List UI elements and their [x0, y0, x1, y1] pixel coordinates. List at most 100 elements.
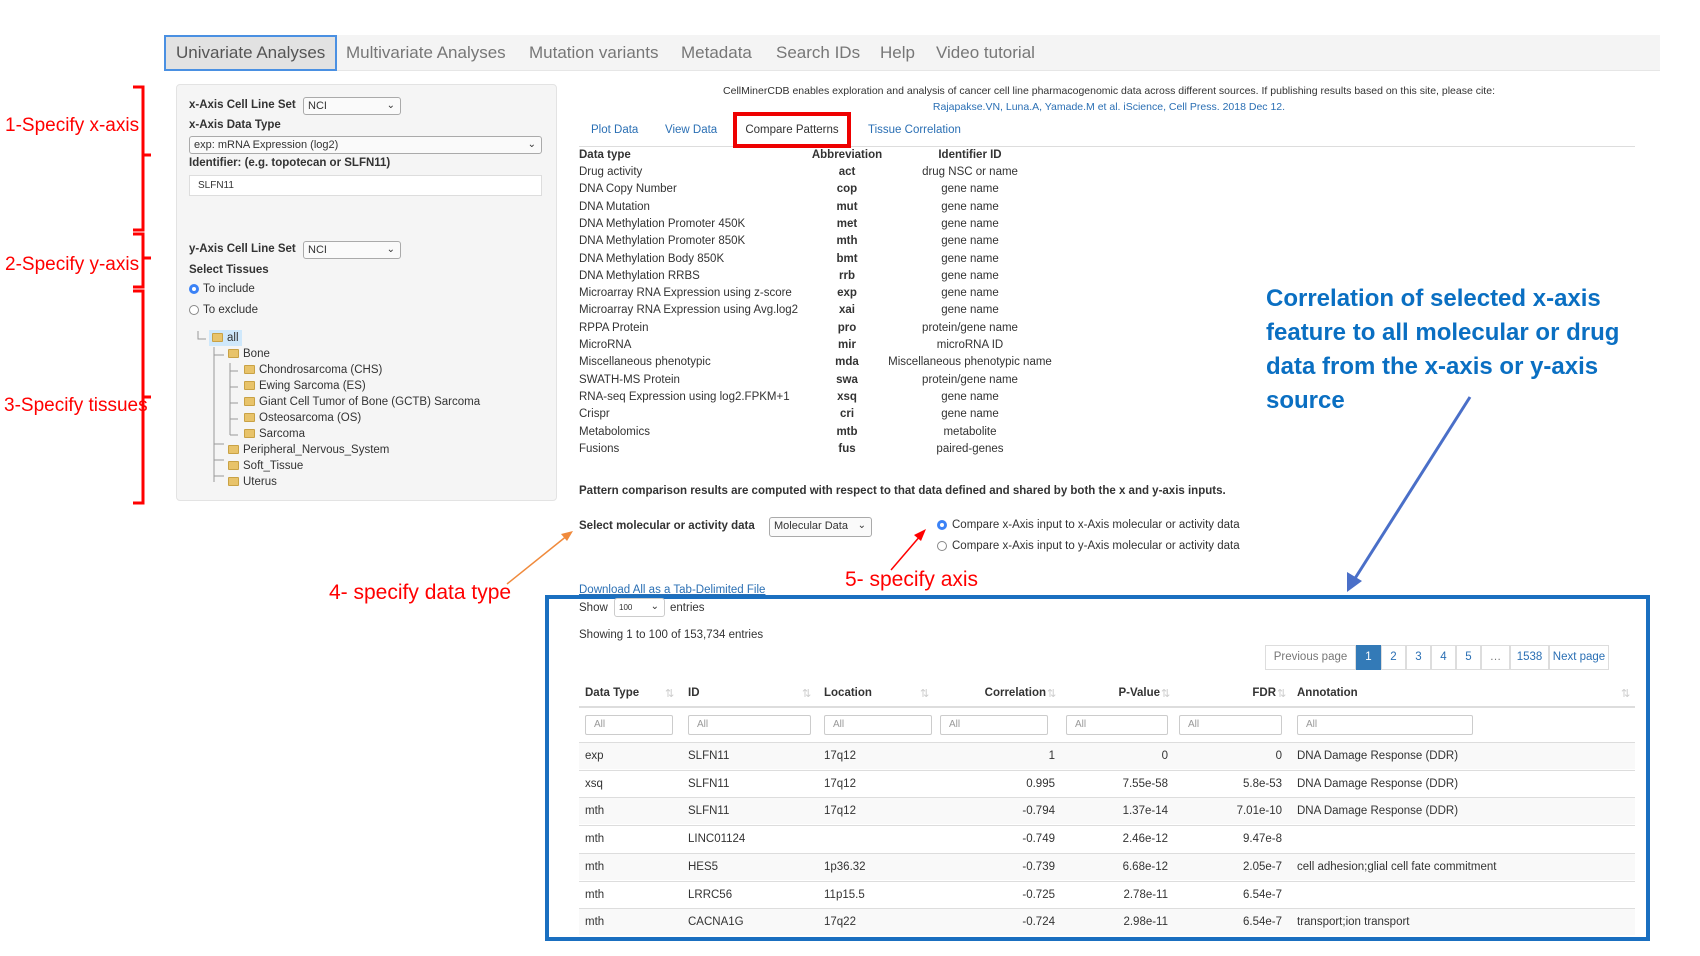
page-button[interactable]: 2	[1381, 645, 1406, 670]
table-row[interactable]: mth LINC01124 -0.749 2.46e-12 9.47e-8	[579, 825, 1635, 852]
cell-p-value: 1.37e-14	[1122, 805, 1168, 818]
chevron-down-icon: ⌄	[386, 100, 395, 111]
sort-icon[interactable]: ⇅	[920, 688, 930, 700]
table-row[interactable]: mth SLFN11 17q12 -0.794 1.37e-14 7.01e-10 DNA …	[579, 797, 1635, 825]
column-header-correlation[interactable]: Correlation	[984, 687, 1046, 699]
identifier-input[interactable]: SLFN11	[189, 175, 542, 196]
datatype-identifier: gene name	[941, 304, 999, 317]
tab-view-data[interactable]: View Data	[665, 124, 718, 136]
tree-lines	[197, 331, 238, 482]
table-row[interactable]: mth HES5 1p36.32 -0.739 6.68e-12 2.05e-7 cell …	[579, 852, 1635, 880]
cell-location: 11p15.5	[824, 888, 865, 901]
datatype-name: Microarray RNA Expression using Avg.log2	[579, 304, 799, 317]
datatype-identifier: gene name	[941, 287, 999, 300]
column-header-fdr[interactable]: FDR	[1252, 687, 1276, 699]
page-button[interactable]: Next page	[1549, 645, 1609, 670]
tab-tissue-correlation[interactable]: Tissue Correlation	[868, 124, 961, 136]
callout-text: Correlation of selected x-axis feature t…	[1266, 282, 1619, 418]
datatype-abbreviation: mut	[836, 200, 858, 213]
exclude-radio[interactable]	[189, 305, 199, 315]
cell-correlation: 1	[1048, 750, 1055, 762]
tab-divider	[579, 146, 1635, 147]
cell-fdr: 5.8e-53	[1242, 777, 1282, 790]
tree-node-osteosarcoma[interactable]: Osteosarcoma (OS)	[244, 410, 361, 426]
download-link[interactable]: Download All as a Tab-Delimited File	[579, 584, 766, 596]
tree-label: Sarcoma	[259, 428, 306, 440]
datatype-identifier: gene name	[941, 252, 999, 265]
tree-node-sarcoma[interactable]: Sarcoma	[244, 426, 305, 442]
nav-search-ids[interactable]: Search IDs	[776, 43, 861, 62]
cell-p-value: 2.98e-11	[1123, 916, 1168, 929]
page-size-select[interactable]: 100 ⌄	[614, 598, 665, 617]
column-header-data-type[interactable]: Data Type	[585, 687, 640, 699]
sort-icon[interactable]: ⇅	[1277, 688, 1287, 700]
header-divider	[579, 706, 1635, 708]
step5-label: 5- specify axis	[845, 568, 979, 591]
datatype-abbreviation: swa	[836, 373, 858, 386]
table-row[interactable]: exp SLFN11 17q12 1 0 0 DNA Damage Response (DD…	[579, 742, 1635, 769]
cell-data-type: mth	[585, 888, 605, 901]
compare-y-radio[interactable]	[937, 541, 947, 551]
sort-icon[interactable]: ⇅	[802, 688, 812, 700]
page-button[interactable]: 1	[1356, 645, 1381, 670]
table-row[interactable]: mth CACNA1G 17q22 -0.724 2.98e-11 6.54e-7 tran…	[579, 908, 1635, 936]
filter-input-4[interactable]: All	[1066, 715, 1168, 735]
tab-compare-patterns[interactable]: Compare Patterns	[733, 112, 851, 148]
column-header-location[interactable]: Location	[824, 687, 872, 699]
filter-input-6[interactable]: All	[1297, 715, 1473, 735]
table-row[interactable]: xsq SLFN11 17q12 0.995 7.55e-58 5.8e-53 DNA Da…	[579, 769, 1635, 797]
molecular-data-select[interactable]: Molecular Data ⌄	[769, 517, 872, 537]
nav-metadata[interactable]: Metadata	[681, 43, 752, 62]
filter-input-3[interactable]: All	[940, 715, 1048, 735]
x-cell-line-select[interactable]: NCI ⌄	[303, 97, 401, 115]
citation-link[interactable]: Rajapakse.VN, Luna.A, Yamade.M et al. iS…	[932, 101, 1286, 113]
tree-node-gctb-sarcoma[interactable]: Giant Cell Tumor of Bone (GCTB) Sarcoma	[244, 394, 480, 410]
nav-univariate-analyses[interactable]: Univariate Analyses	[164, 35, 338, 71]
page-button[interactable]: Previous page	[1265, 645, 1356, 670]
tree-node-soft-tissue[interactable]: Soft_Tissue	[228, 458, 303, 474]
page-button[interactable]: 4	[1431, 645, 1456, 670]
x-cell-line-label: x-Axis Cell Line Set	[189, 99, 296, 111]
page-button[interactable]: 3	[1406, 645, 1431, 670]
filter-input-2[interactable]: All	[824, 715, 932, 735]
table-row[interactable]: mth LRRC56 11p15.5 -0.725 2.78e-11 6.54e-7	[579, 880, 1635, 908]
datatype-identifier: protein/gene name	[922, 373, 1018, 386]
column-header-id[interactable]: ID	[688, 687, 700, 699]
x-data-type-select[interactable]: exp: mRNA Expression (log2) ⌄	[189, 136, 542, 154]
cell-id: SLFN11	[688, 750, 730, 762]
filter-input-1[interactable]: All	[688, 715, 811, 735]
page-button[interactable]: 1538	[1510, 645, 1549, 670]
nav-mutation-variants[interactable]: Mutation variants	[529, 43, 659, 62]
sort-icon[interactable]: ⇅	[665, 688, 675, 700]
tree-node-peripheral-nervous-system[interactable]: Peripheral_Nervous_System	[228, 442, 389, 458]
tab-plot-data[interactable]: Plot Data	[591, 124, 639, 136]
nav-help[interactable]: Help	[880, 43, 915, 62]
chevron-down-icon: ⌄	[386, 244, 395, 255]
datatype-abbreviation: bmt	[836, 252, 858, 265]
include-radio[interactable]	[189, 284, 199, 294]
filter-input-5[interactable]: All	[1179, 715, 1282, 735]
nav-video-tutorial[interactable]: Video tutorial	[936, 43, 1035, 62]
column-header-p-value[interactable]: P-Value	[1118, 687, 1160, 699]
datatype-abbreviation: cop	[836, 183, 858, 196]
column-header-annotation[interactable]: Annotation	[1297, 687, 1358, 699]
sort-icon[interactable]: ⇅	[1161, 688, 1171, 700]
datatype-header: Abbreviation	[811, 149, 883, 161]
sort-icon[interactable]: ⇅	[1621, 688, 1631, 700]
tree-node-bone[interactable]: Bone	[228, 346, 270, 362]
select-tissues-label: Select Tissues	[189, 264, 269, 276]
nav-multivariate-analyses[interactable]: Multivariate Analyses	[346, 43, 506, 62]
sort-icon[interactable]: ⇅	[1047, 688, 1057, 700]
compare-y-label: Compare x-Axis input to y-Axis molecular…	[952, 540, 1240, 552]
folder-icon	[244, 365, 255, 374]
cell-data-type: xsq	[585, 777, 603, 790]
tree-node-chondrosarcoma[interactable]: Chondrosarcoma (CHS)	[244, 362, 382, 378]
page-button[interactable]: 5	[1456, 645, 1481, 670]
tree-node-ewing-sarcoma[interactable]: Ewing Sarcoma (ES)	[244, 378, 366, 394]
filter-input-0[interactable]: All	[585, 715, 673, 735]
y-cell-line-select[interactable]: NCI ⌄	[303, 241, 401, 259]
tree-node-uterus[interactable]: Uterus	[228, 474, 277, 490]
tree-node-all[interactable]: all	[209, 330, 242, 346]
page-button[interactable]: …	[1481, 645, 1510, 670]
compare-x-radio[interactable]	[937, 520, 947, 530]
